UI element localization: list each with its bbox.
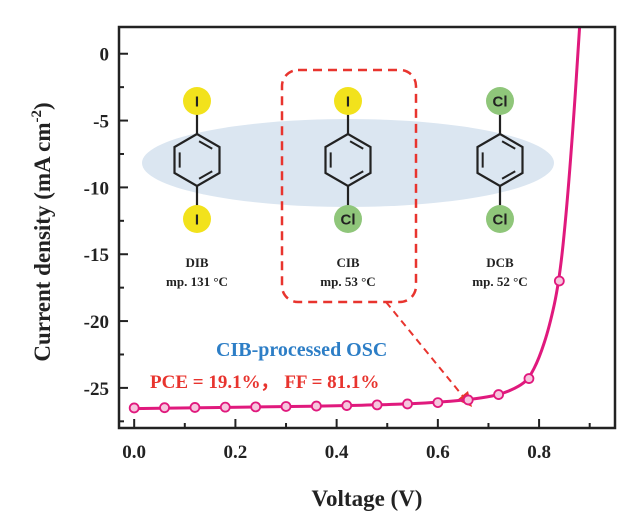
- atom-top-label: Cl: [493, 94, 508, 111]
- y-tick-label: -5: [93, 112, 109, 133]
- y-tick-label: 0: [100, 45, 110, 66]
- jv-point: [280, 401, 292, 412]
- atom-bottom-circle: [183, 205, 211, 233]
- jv-point: [493, 389, 504, 400]
- y-axis-title: Current density (mA cm-2): [29, 102, 55, 361]
- double-bond: [349, 170, 364, 180]
- benzene-ring: [476, 132, 524, 188]
- x-tick-label: 0.4: [325, 442, 349, 463]
- atom-top-label: I: [346, 94, 350, 111]
- jv-point: [402, 398, 413, 410]
- double-bond: [198, 170, 213, 180]
- x-tick-label: 0.2: [224, 442, 248, 463]
- double-bond: [349, 140, 364, 150]
- x-tick-label: 0.0: [122, 442, 146, 463]
- molecule-melting-point: mp. 131 °C: [166, 274, 228, 289]
- double-bond: [198, 140, 213, 150]
- y-tick-label: -20: [84, 312, 109, 333]
- y-tick-label: -10: [84, 178, 109, 199]
- metrics-annotation: PCE = 19.1%， FF = 81.1%: [150, 372, 379, 393]
- benzene-ring: [324, 132, 372, 188]
- cib-highlight-box: [280, 68, 418, 304]
- molecule-name: CIB: [336, 255, 359, 270]
- device-annotation: CIB-processed OSC: [216, 339, 387, 361]
- x-axis-title: Voltage (V): [312, 486, 423, 511]
- y-axis-ticks: 0 -5 -10 -15 -20 -25: [84, 45, 128, 423]
- plot-frame: [117, 25, 617, 430]
- jv-point: [341, 400, 353, 411]
- molecule-backdrop: [142, 119, 554, 207]
- molecule-melting-point: mp. 52 °C: [472, 274, 527, 289]
- x-tick-label: 0.8: [527, 442, 551, 463]
- molecule-dib: I I DIB mp. 131 °C: [166, 87, 228, 289]
- atom-bottom-label: Cl: [493, 212, 508, 229]
- atom-bottom-label: Cl: [341, 212, 356, 229]
- molecule-name: DCB: [486, 255, 514, 270]
- double-bond: [501, 140, 516, 150]
- benzene-ring: [173, 132, 221, 188]
- atom-bottom-label: I: [195, 212, 199, 229]
- jv-point: [371, 399, 383, 411]
- jv-point: [219, 401, 231, 413]
- y-axis-title-close: ): [30, 102, 55, 110]
- x-axis-ticks: 0.0 0.2 0.4 0.6 0.8: [122, 419, 591, 463]
- jv-point: [159, 402, 170, 414]
- jv-point: [462, 394, 474, 406]
- jv-point: [128, 402, 140, 414]
- atom-bottom-circle: [334, 205, 362, 233]
- atom-top-circle: [486, 87, 514, 115]
- highlight-arrow: [385, 301, 467, 401]
- y-tick-label: -15: [84, 245, 109, 266]
- jv-point: [250, 401, 262, 413]
- molecule-name: DIB: [185, 255, 208, 270]
- jv-point: [553, 275, 565, 287]
- jv-point: [523, 373, 535, 384]
- jv-point: [189, 402, 201, 413]
- y-axis-title-superscript: -2: [29, 110, 45, 123]
- double-bond: [501, 170, 516, 180]
- jv-markers: [128, 275, 565, 414]
- y-axis-title-main: Current density (mA cm: [30, 123, 55, 362]
- molecule-melting-point: mp. 53 °C: [320, 274, 375, 289]
- jv-point: [432, 397, 444, 409]
- molecule-cib: I Cl CIB mp. 53 °C: [320, 87, 376, 289]
- molecule-dcb: Cl Cl DCB mp. 52 °C: [472, 87, 528, 289]
- y-tick-label: -25: [84, 379, 109, 400]
- molecules-group: I I DIB mp. 131 °C I Cl CIB mp. 53 °C Cl Cl DCB mp.…: [166, 87, 528, 289]
- x-tick-label: 0.6: [426, 442, 450, 463]
- atom-top-label: I: [195, 94, 199, 111]
- jv-point: [310, 400, 322, 412]
- atom-top-circle: [334, 87, 362, 115]
- atom-bottom-circle: [486, 205, 514, 233]
- atom-top-circle: [183, 87, 211, 115]
